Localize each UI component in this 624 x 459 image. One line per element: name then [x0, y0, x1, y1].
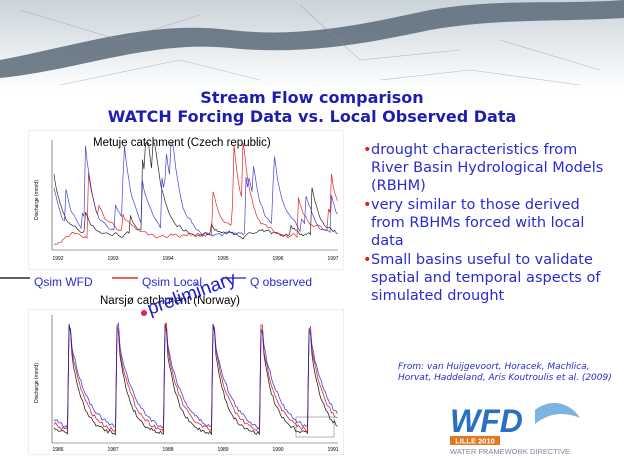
- hydrograph-line: [53, 142, 338, 245]
- x-tick-label: 1993: [107, 256, 118, 262]
- citation: From: van Huijgevoort, Horacek, Machlica…: [398, 362, 612, 383]
- logo-tagline: WATER FRAMEWORK DIRECTIVE: [450, 447, 570, 456]
- y-label: Discharge (mm/d): [34, 363, 40, 403]
- x-tick-label: 1989: [217, 447, 228, 453]
- legend-label: Qsim Local: [142, 275, 202, 289]
- bullet-list: drought characteristics from River Basin…: [363, 141, 613, 306]
- chart-title: Metuje catchment (Czech republic): [93, 137, 271, 149]
- x-tick-label: 1992: [52, 256, 63, 262]
- x-tick-label: 1988: [162, 447, 173, 453]
- watermark-text: preliminary: [145, 268, 240, 320]
- hydrograph-line: [53, 322, 338, 433]
- bullet: drought characteristics from River Basin…: [363, 141, 613, 195]
- x-tick-label: 1991: [327, 447, 338, 453]
- bullet: very similar to those derived from RBHMs…: [363, 196, 613, 250]
- legend: Qsim WFD Qsim Local Q observed: [0, 275, 312, 289]
- x-tick-label: 1995: [217, 256, 228, 262]
- watermark: preliminary: [141, 268, 240, 320]
- x-tick-label: 1996: [272, 256, 283, 262]
- bullet: Small basins useful to validate spatial …: [363, 251, 613, 305]
- x-tick-label: 1990: [272, 447, 283, 453]
- banner: [0, 0, 624, 90]
- x-tick-label: 1987: [107, 447, 118, 453]
- x-tick-label: 1997: [327, 256, 338, 262]
- legend-label: Q observed: [250, 275, 312, 289]
- hydrograph-line: [53, 322, 338, 430]
- x-tick-label: 1994: [162, 256, 173, 262]
- y-label: Discharge (mm/d): [34, 180, 40, 220]
- hydrograph-line: [53, 142, 338, 240]
- legend-label: Qsim WFD: [34, 275, 93, 289]
- hydrograph-top: Metuje catchment (Czech republic) Discha…: [28, 130, 344, 270]
- logo: WFD LILLE 2010 WATER FRAMEWORK DIRECTIVE: [450, 403, 580, 456]
- subtitle: WATCH Forcing Data vs. Local Observed Da…: [107, 107, 517, 126]
- hydrograph-line: [53, 323, 338, 436]
- hydrograph-line: [53, 142, 338, 237]
- hydrograph-bottom: Narsjø catchment (Norway) Discharge (mm/…: [28, 295, 344, 455]
- logo-event: LILLE 2010: [455, 437, 495, 446]
- logo-name: WFD: [450, 403, 523, 439]
- chart-title: Narsjø catchment (Norway): [100, 295, 240, 307]
- title: Stream Flow comparison: [200, 88, 424, 107]
- x-tick-label: 1986: [52, 447, 63, 453]
